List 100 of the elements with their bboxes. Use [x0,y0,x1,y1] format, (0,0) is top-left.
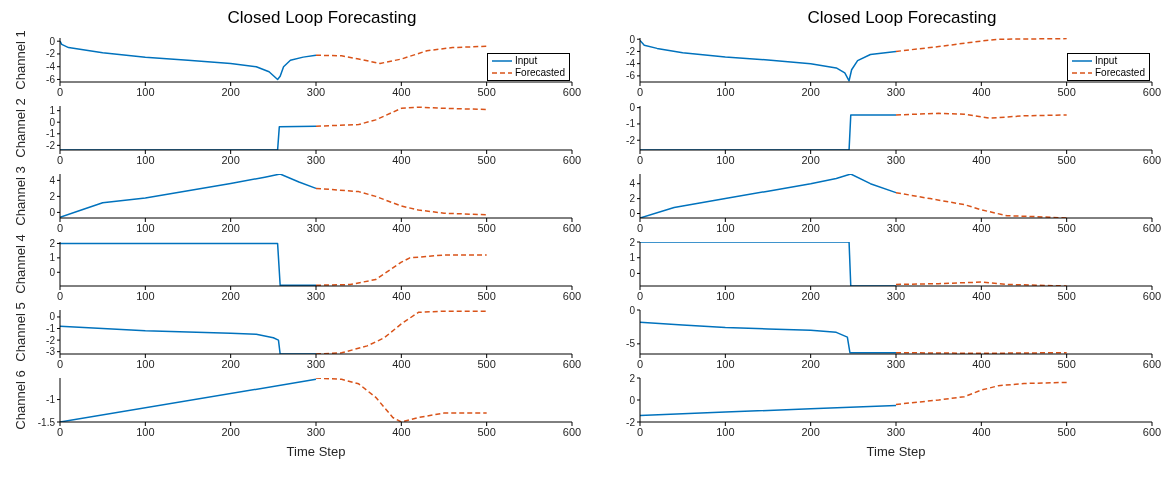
x-tick-label: 300 [306,289,326,302]
y-axis-title: Channel 3 [12,166,28,226]
x-tick-label: 600 [1142,153,1162,166]
x-tick-label: 500 [1057,289,1076,302]
chart-title: Closed Loop Forecasting [227,8,417,27]
x-axis-title: Time Step [286,444,346,459]
x-tick-label: 400 [392,153,411,166]
y-tick-label: -2 [46,139,56,151]
x-tick-label: 200 [801,425,820,438]
y-tick-label: -5 [626,338,636,350]
x-tick-label: 200 [801,85,820,98]
y-tick-label: 0 [629,267,636,279]
x-tick-label: 300 [306,357,326,370]
y-tick-label: 0 [629,208,636,220]
line-series [640,174,897,218]
y-tick-label: 1 [49,252,56,264]
x-tick-label: 100 [136,85,155,98]
y-tick-label: -3 [46,346,56,358]
x-tick-label: 400 [972,85,991,98]
legend-label: Forecasted [514,67,565,79]
y-tick-label: 4 [629,178,636,190]
legend-label: Input [1094,55,1118,67]
y-tick-label: -6 [46,74,56,85]
x-tick-label: 300 [306,85,326,98]
y-tick-label: 2 [49,237,56,249]
x-tick-label: 500 [1057,221,1076,234]
x-tick-label: 300 [886,221,906,234]
x-tick-label: 600 [1142,221,1162,234]
x-tick-label: 200 [221,85,240,98]
x-tick-label: 300 [886,85,906,98]
chart-title: Closed Loop Forecasting [807,8,997,27]
line-series [60,40,317,81]
x-tick-label: 400 [972,153,991,166]
x-tick-label: 400 [972,221,991,234]
y-axis-title: Channel 4 [12,234,28,294]
line-series [640,321,897,354]
x-tick-label: 100 [716,153,735,166]
x-tick-label: 600 [562,85,582,98]
x-tick-label: 200 [801,289,820,302]
x-tick-label: 400 [392,289,411,302]
y-tick-label: -1 [46,323,56,335]
x-tick-label: 600 [562,221,582,234]
x-tick-label: 200 [221,425,240,438]
x-tick-label: 100 [136,221,155,234]
y-tick-label: 2 [49,190,56,202]
y-tick-label: -4 [626,58,636,70]
y-tick-label: 2 [629,236,636,248]
line-series [315,187,488,216]
x-tick-label: 600 [562,425,582,438]
x-tick-label: 100 [136,153,155,166]
y-tick-label: -4 [46,61,56,73]
y-axis-title: Channel 2 [12,98,28,158]
y-tick-label: 2 [629,193,636,205]
x-tick-label: 300 [886,153,906,166]
line-series [315,45,488,65]
x-tick-label: 600 [1142,85,1162,98]
y-tick-label: 0 [629,394,636,406]
x-tick-label: 100 [136,357,155,370]
x-tick-label: 200 [801,153,820,166]
y-tick-label: 0 [49,206,56,218]
y-axis-title: Channel 6 [12,370,28,430]
y-tick-label: -2 [46,334,56,346]
x-tick-label: 500 [477,357,496,370]
legend-label: Input [514,55,538,67]
line-series [60,174,317,218]
x-tick-label: 100 [716,221,735,234]
y-tick-label: -2 [626,134,636,146]
x-tick-label: 200 [221,153,240,166]
x-tick-label: 500 [477,153,496,166]
x-tick-label: 300 [306,425,326,438]
y-tick-label: -1.5 [37,416,56,428]
y-tick-label: 2 [629,372,636,384]
y-tick-label: 0 [49,35,56,47]
y-tick-label: 0 [49,266,56,278]
x-tick-label: 500 [477,425,496,438]
y-tick-label: 0 [49,311,56,323]
x-tick-label: 600 [562,153,582,166]
x-tick-label: 100 [136,425,155,438]
x-tick-label: 100 [716,289,735,302]
y-tick-label: 0 [629,304,636,316]
line-series [315,378,488,422]
x-tick-label: 200 [221,289,240,302]
x-tick-label: 500 [1057,357,1076,370]
y-tick-label: -1 [46,128,56,140]
x-tick-label: 600 [1142,425,1162,438]
line-series [895,381,1068,406]
x-tick-label: 600 [1142,357,1162,370]
x-tick-label: 100 [716,425,735,438]
x-tick-label: 100 [716,357,735,370]
y-tick-label: 1 [49,105,56,117]
x-tick-label: 400 [392,425,411,438]
x-tick-label: 300 [306,221,326,234]
x-tick-label: 300 [886,425,906,438]
x-tick-label: 200 [221,221,240,234]
x-tick-label: 300 [886,289,906,302]
y-tick-label: -1 [46,394,56,406]
x-tick-label: 500 [477,221,496,234]
line-series [640,39,897,82]
y-tick-label: 4 [49,174,56,186]
y-tick-label: -2 [46,48,56,60]
